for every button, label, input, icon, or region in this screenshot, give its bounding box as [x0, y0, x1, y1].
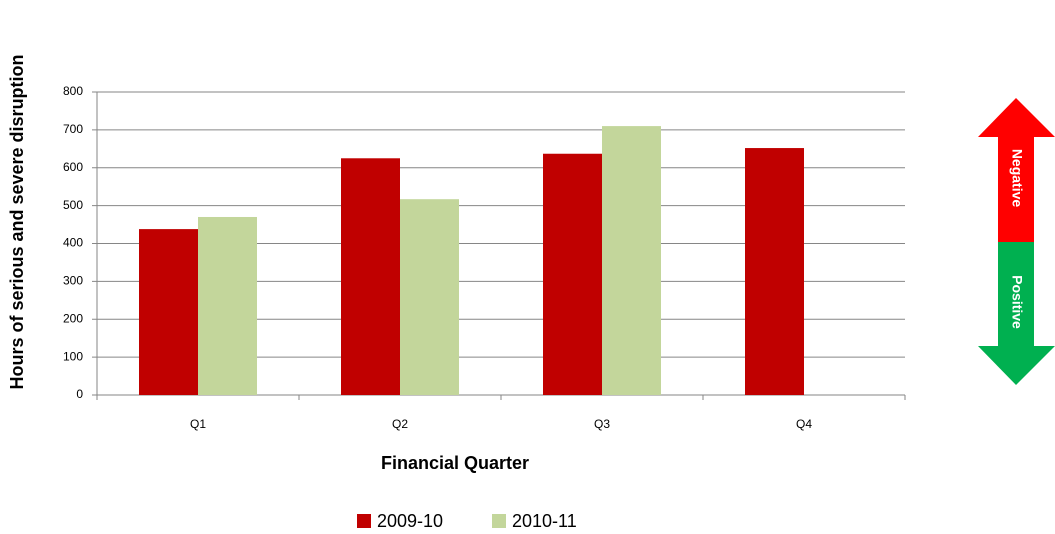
bar [341, 158, 400, 395]
x-tick-label: Q2 [392, 417, 408, 431]
x-tick-label: Q1 [190, 417, 206, 431]
bar [400, 199, 459, 395]
x-tick-label: Q3 [594, 417, 610, 431]
bar [543, 153, 602, 395]
legend-label: 2010-11 [512, 511, 577, 531]
x-tick-label: Q4 [796, 417, 812, 431]
y-tick-label: 200 [63, 311, 83, 325]
y-tick-label: 0 [76, 387, 83, 401]
negative-label: Negative [1009, 149, 1025, 208]
y-tick-label: 300 [63, 274, 83, 288]
bar [745, 148, 804, 395]
bar [602, 126, 661, 396]
legend-swatch [492, 514, 506, 528]
legend-label: 2009-10 [377, 511, 443, 531]
y-tick-label: 700 [63, 122, 83, 136]
y-tick-label: 800 [63, 84, 83, 98]
direction-arrow: Negative Positive [978, 98, 1055, 385]
y-tick-label: 400 [63, 236, 83, 250]
bar [139, 229, 198, 395]
y-tick-label: 600 [63, 160, 83, 174]
arrow-up [978, 98, 1055, 242]
y-tick-label: 100 [63, 349, 83, 363]
bar [198, 216, 257, 395]
y-tick-label: 500 [63, 198, 83, 212]
legend-swatch [357, 514, 371, 528]
arrow-down [978, 242, 1055, 385]
x-axis-title: Financial Quarter [381, 453, 529, 473]
y-axis-title: Hours of serious and severe disruption [7, 54, 27, 389]
positive-label: Positive [1009, 275, 1025, 329]
